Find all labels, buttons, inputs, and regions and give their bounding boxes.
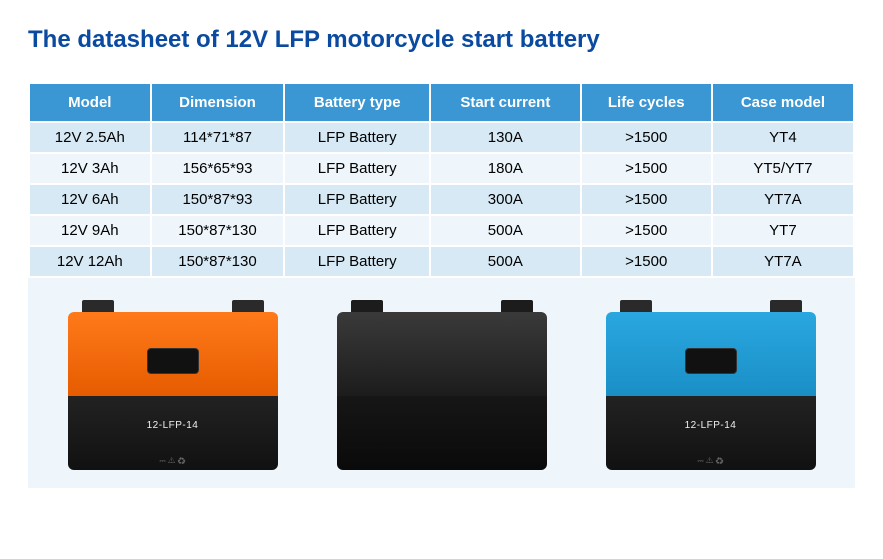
table-header-row: Model Dimension Battery type Start curre… (29, 83, 854, 122)
battery-sublabel: ⎓ ⚠ ♻ (697, 456, 723, 466)
cell-model: 12V 6Ah (29, 184, 151, 215)
cell-start-current: 500A (430, 215, 581, 246)
battery-orange: 12-LFP-14 ⎓ ⚠ ♻ (68, 300, 278, 470)
battery-label: 12-LFP-14 (147, 420, 199, 431)
cell-battery-type: LFP Battery (284, 122, 430, 153)
table-row: 12V 12Ah 150*87*130 LFP Battery 500A >15… (29, 246, 854, 277)
col-case-model: Case model (712, 83, 854, 122)
cell-battery-type: LFP Battery (284, 184, 430, 215)
gauge-icon (685, 348, 737, 374)
cell-case-model: YT7A (712, 184, 854, 215)
cell-dimension: 156*65*93 (151, 153, 285, 184)
col-start-current: Start current (430, 83, 581, 122)
table-row: 12V 6Ah 150*87*93 LFP Battery 300A >1500… (29, 184, 854, 215)
cell-battery-type: LFP Battery (284, 153, 430, 184)
table-row: 12V 2.5Ah 114*71*87 LFP Battery 130A >15… (29, 122, 854, 153)
cell-case-model: YT5/YT7 (712, 153, 854, 184)
cell-case-model: YT4 (712, 122, 854, 153)
cell-start-current: 130A (430, 122, 581, 153)
gauge-icon (147, 348, 199, 374)
battery-blue: 12-LFP-14 ⎓ ⚠ ♻ (606, 300, 816, 470)
table-row: 12V 3Ah 156*65*93 LFP Battery 180A >1500… (29, 153, 854, 184)
cell-life-cycles: >1500 (581, 184, 712, 215)
cell-dimension: 150*87*130 (151, 215, 285, 246)
cell-model: 12V 3Ah (29, 153, 151, 184)
page-title: The datasheet of 12V LFP motorcycle star… (28, 26, 855, 54)
col-life-cycles: Life cycles (581, 83, 712, 122)
cell-model: 12V 9Ah (29, 215, 151, 246)
cell-dimension: 114*71*87 (151, 122, 285, 153)
col-dimension: Dimension (151, 83, 285, 122)
cell-start-current: 500A (430, 246, 581, 277)
table-row: 12V 9Ah 150*87*130 LFP Battery 500A >150… (29, 215, 854, 246)
cell-life-cycles: >1500 (581, 246, 712, 277)
cell-dimension: 150*87*130 (151, 246, 285, 277)
cell-battery-type: LFP Battery (284, 215, 430, 246)
cell-life-cycles: >1500 (581, 215, 712, 246)
col-battery-type: Battery type (284, 83, 430, 122)
battery-label: 12-LFP-14 (685, 420, 737, 431)
cell-case-model: YT7 (712, 215, 854, 246)
cell-case-model: YT7A (712, 246, 854, 277)
cell-model: 12V 2.5Ah (29, 122, 151, 153)
col-model: Model (29, 83, 151, 122)
battery-image-row: 12-LFP-14 ⎓ ⚠ ♻ 12-LFP-14 ⎓ ⚠ ♻ (28, 278, 855, 488)
cell-battery-type: LFP Battery (284, 246, 430, 277)
cell-model: 12V 12Ah (29, 246, 151, 277)
cell-start-current: 180A (430, 153, 581, 184)
battery-black (337, 300, 547, 470)
cell-life-cycles: >1500 (581, 153, 712, 184)
cell-dimension: 150*87*93 (151, 184, 285, 215)
cell-start-current: 300A (430, 184, 581, 215)
datasheet-table: Model Dimension Battery type Start curre… (28, 82, 855, 278)
cell-life-cycles: >1500 (581, 122, 712, 153)
battery-sublabel: ⎓ ⚠ ♻ (159, 456, 185, 466)
